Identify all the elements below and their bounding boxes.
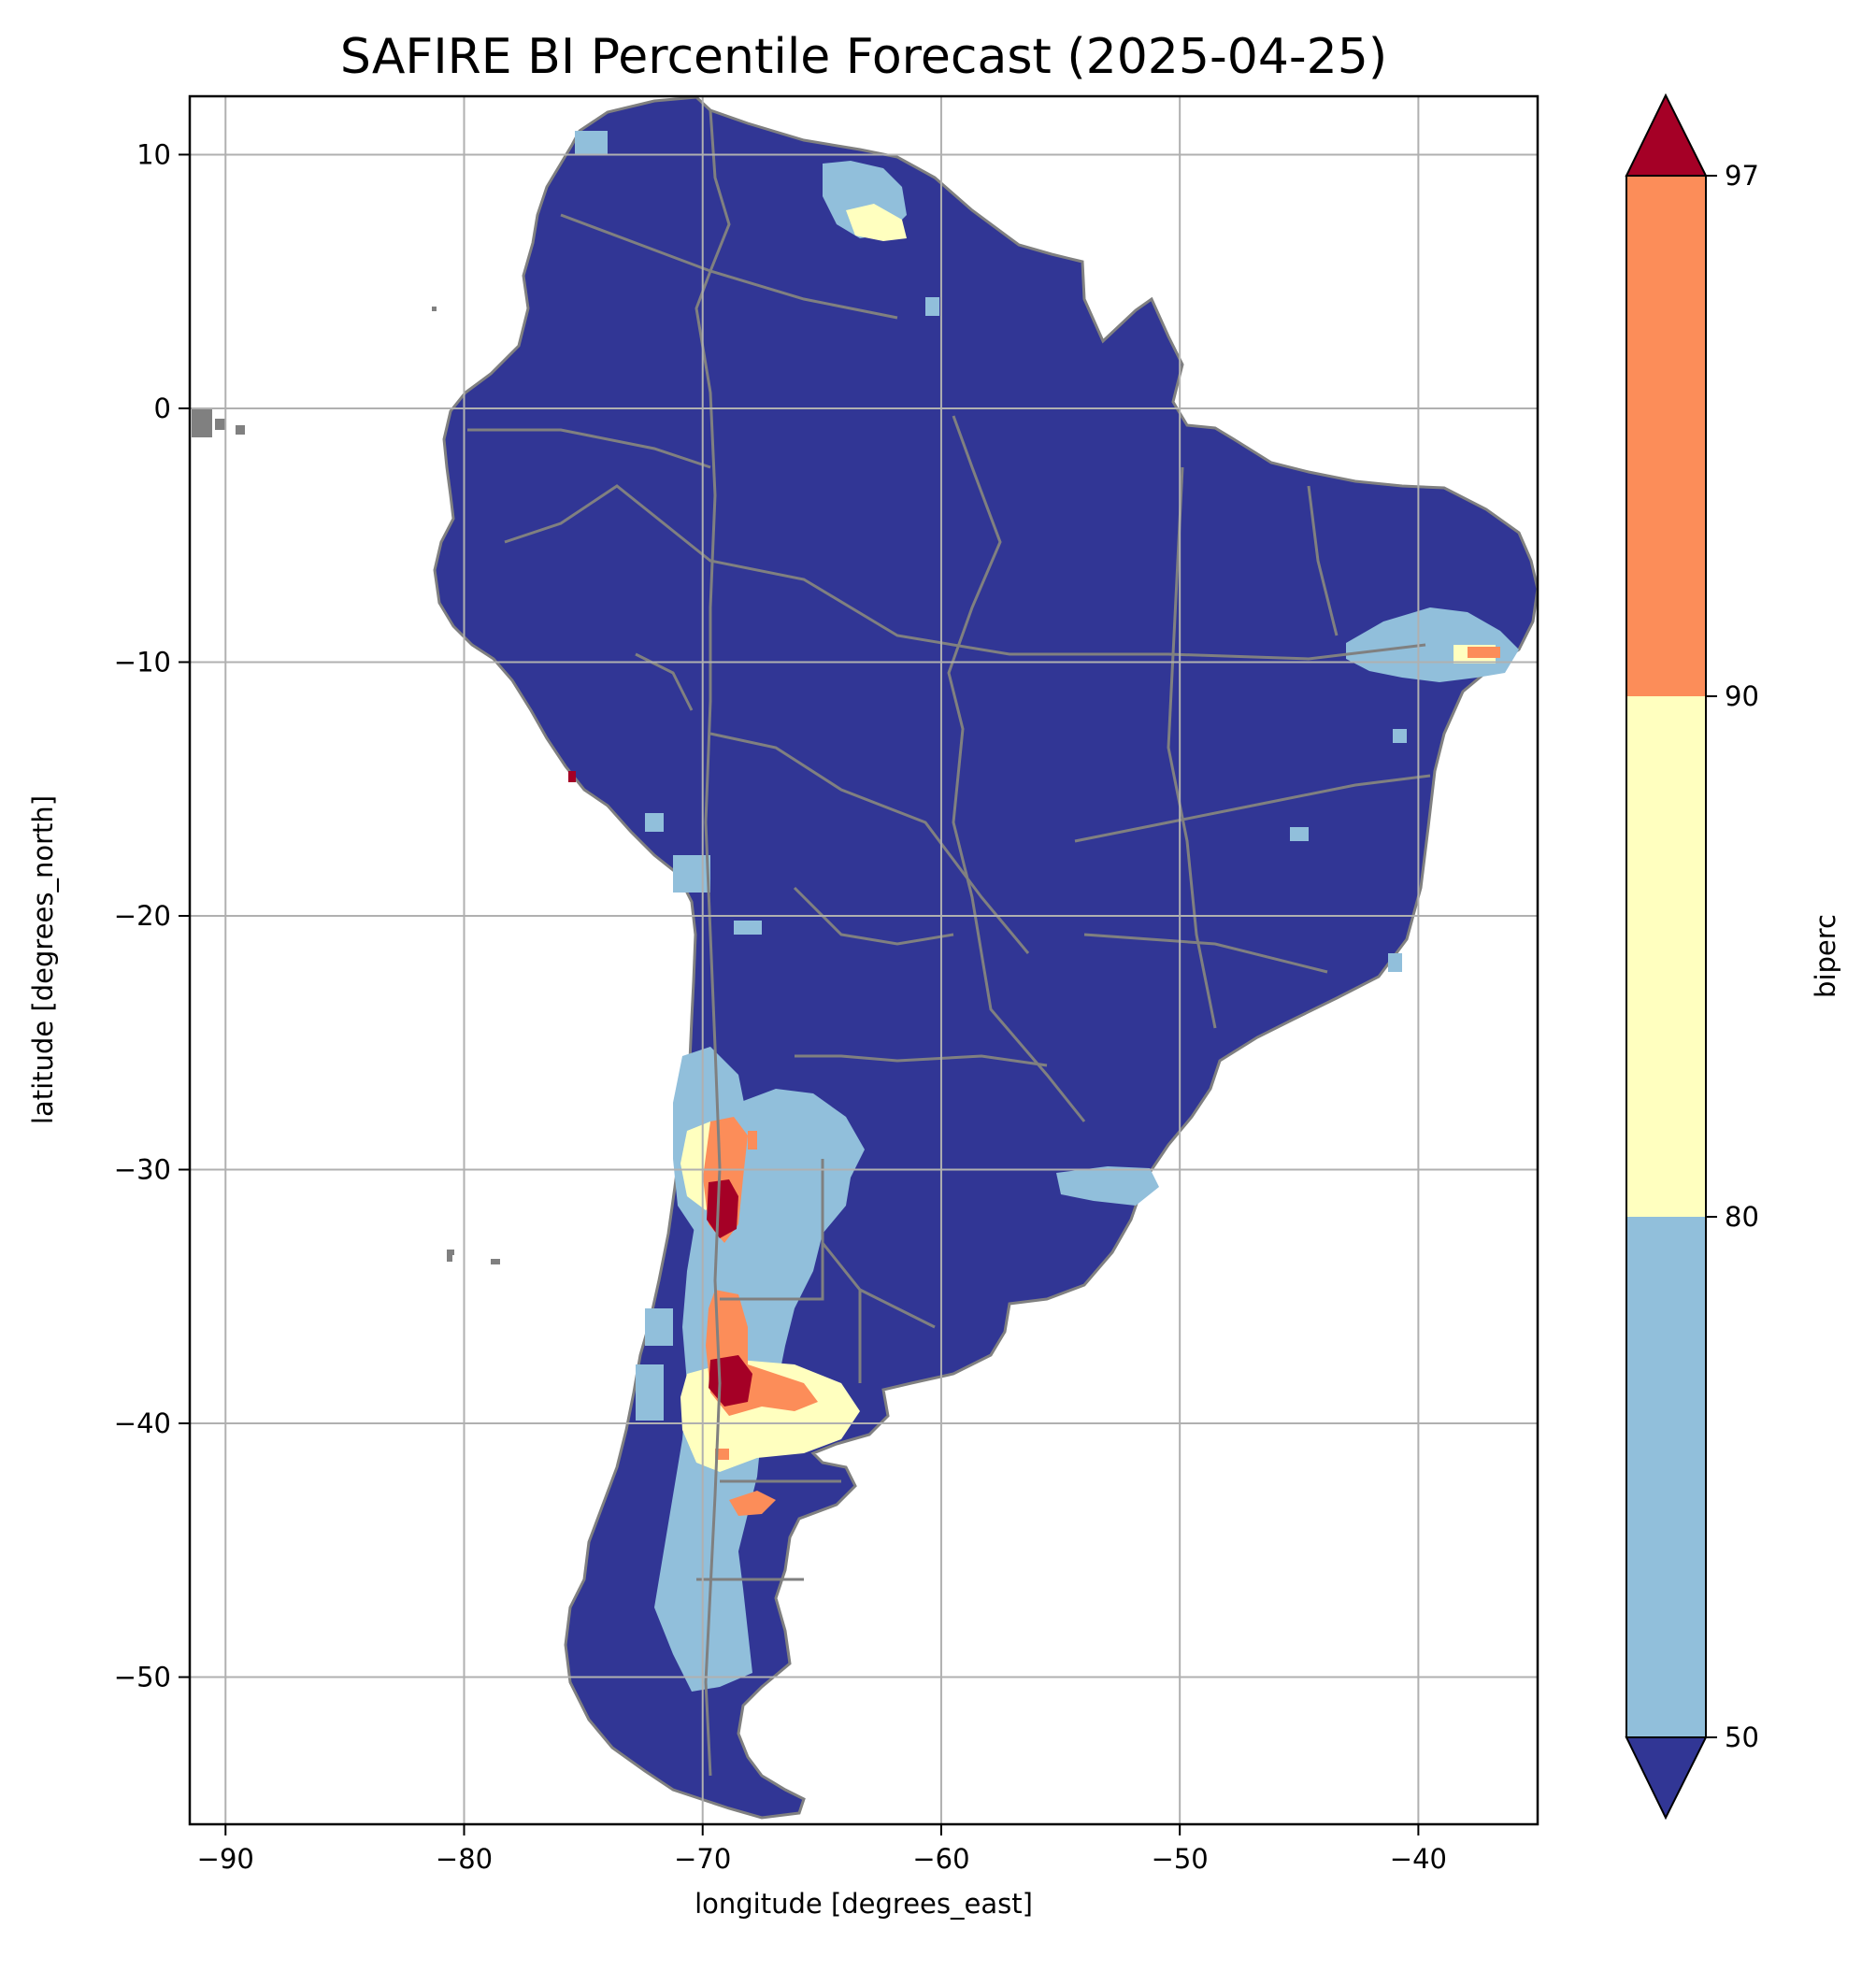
x-tick-label: −70 [674,1843,731,1875]
y-tick-label: −40 [114,1407,171,1439]
offshore-island [432,307,437,311]
patch-50-80-coast-a [575,131,608,154]
colorbar-extend-bottom [1625,1736,1708,1821]
boundary-line [1083,933,1328,974]
patch-50-80-chile-b [636,1364,664,1421]
y-tick-label: −50 [114,1662,171,1693]
offshore-island [491,1259,500,1264]
boundary-line [560,213,898,320]
colorbar-bin-90-97 [1626,176,1706,696]
colorbar-tick-label: 97 [1725,160,1759,192]
y-tick-label: 10 [136,138,171,170]
colorbar-tick-label: 80 [1725,1201,1759,1233]
y-tick-label: −20 [114,900,171,932]
boundary-line [504,484,1426,661]
colorbar-tick-label: 90 [1725,680,1759,712]
y-axis: 10 0 −10 −20 −30 −40 −50 [114,138,190,1693]
axes-frame [188,94,1539,1826]
boundary-line [1307,485,1339,636]
percentile-overlay [568,131,1519,1692]
patch-90-97-northeast [1468,647,1500,658]
offshore-island [447,1254,452,1262]
patch-50-80-chile-a [645,1308,673,1346]
galapagos-island [192,409,212,437]
patch-gt97-san-juan [707,1179,738,1238]
boundary-line [635,652,694,711]
patch-50-80-coast-c [734,921,762,935]
y-tick-label: −10 [114,646,171,678]
boundary-line [467,428,711,469]
colorbar-label: biperc [1810,914,1841,998]
patch-50-80-rio-grande [1056,1166,1159,1206]
admin-boundaries [467,109,1431,1777]
patch-50-80-coast-b [673,855,710,893]
patch-90-97-chubut [729,1491,776,1516]
colorbar-tick-label: 50 [1725,1721,1759,1753]
patch-50-80-brazil-c [1393,729,1407,743]
chart-title: SAFIRE BI Percentile Forecast (2025-04-2… [340,29,1387,85]
boundary-line [1074,774,1431,843]
islands [192,307,500,1264]
offshore-island [447,1250,454,1255]
patch-50-80-guyana [925,297,939,316]
patch-50-80-brazil-b [1388,953,1402,972]
boundary-line [1167,466,1217,1029]
x-tick-label: −50 [1152,1843,1209,1875]
map-area [190,96,1538,1824]
colorbar: 50 80 90 97 biperc [1625,93,1841,1821]
y-axis-label: latitude [degrees_north] [27,795,59,1124]
colorbar-frame [1625,175,1707,1738]
x-axis-label: longitude [degrees_east] [695,1888,1033,1920]
colorbar-extend-top [1625,93,1708,177]
patch-90-97-small-a [715,1449,729,1460]
boundary-line [947,415,1086,1122]
patch-80-90-venezuela [846,204,907,241]
boundary-line [793,886,954,946]
x-tick-label: −90 [197,1843,254,1875]
galapagos-island [215,419,226,430]
patch-50-80-brazil-a [1290,827,1309,841]
colorbar-bin-50-80 [1626,1217,1706,1737]
y-tick-label: −30 [114,1153,171,1185]
colorbar-ticks: 50 80 90 97 [1706,160,1759,1753]
patch-50-80-peru [645,813,664,832]
gridlines [190,96,1538,1824]
x-tick-label: −40 [1390,1843,1447,1875]
boundary-line [720,1243,824,1301]
x-axis: −90 −80 −70 −60 −50 −40 [197,1824,1447,1875]
x-tick-label: −60 [912,1843,969,1875]
galapagos-island [236,425,245,435]
patch-gt97-peru [568,771,576,782]
y-tick-label: 0 [154,393,171,424]
boundary-line [795,1054,1048,1067]
x-tick-label: −80 [436,1843,493,1875]
colorbar-bin-80-90 [1626,696,1706,1217]
patch-90-97-small-b [748,1131,757,1150]
boundary-line [709,732,1030,954]
